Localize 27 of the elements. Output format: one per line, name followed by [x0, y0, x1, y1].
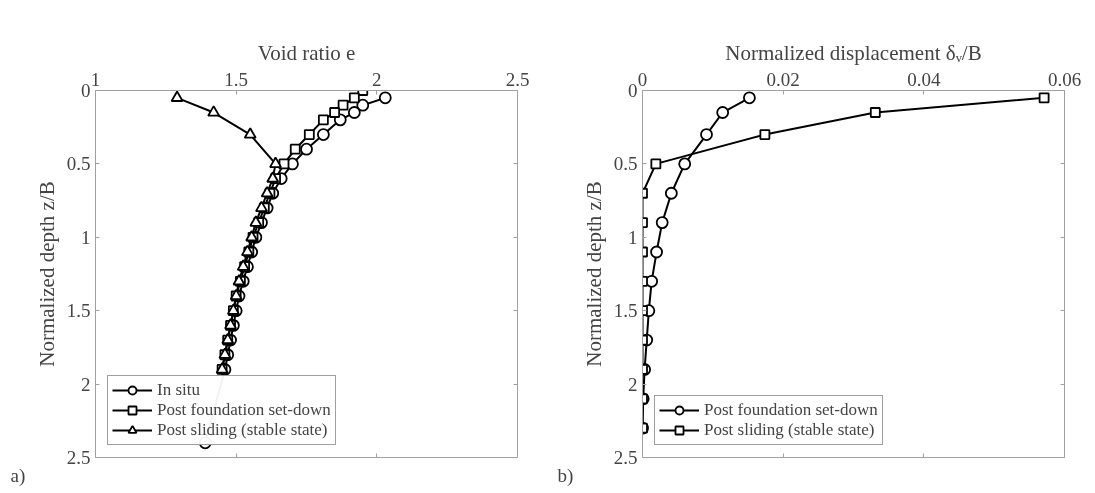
text: b)	[557, 464, 574, 487]
legend-label: In situ	[157, 380, 200, 400]
x-axis-title: Void ratio e	[257, 40, 356, 65]
x-axis-title: Normalized displacement δᵥ/B	[725, 40, 982, 65]
y-tick-label: 1	[628, 226, 638, 248]
y-tick-label: 2.5	[613, 447, 638, 468]
y-axis-title: Normalized depth z/B	[581, 181, 606, 367]
legend-label: Post sliding (stable state)	[704, 420, 875, 440]
y-tick-label: 1	[81, 226, 91, 248]
x-tick-label: 1.5	[224, 68, 249, 90]
y-tick-label: 0.5	[66, 153, 91, 175]
y-tick-label: 2	[81, 373, 91, 395]
y-tick-label: 1.5	[613, 300, 638, 322]
legend-label: Post foundation set-down	[704, 400, 878, 420]
y-tick-label: 0.5	[613, 153, 638, 175]
legend-label: Post foundation set-down	[157, 400, 331, 420]
x-tick-label: 0.04	[907, 68, 941, 90]
x-tick-label: 0.02	[766, 68, 800, 90]
legend-label: Post sliding (stable state)	[157, 420, 328, 440]
y-tick-label: 1.5	[66, 300, 91, 322]
y-tick-label: 2.5	[66, 447, 91, 468]
x-tick-label: 2.5	[505, 68, 530, 90]
text: a)	[10, 464, 26, 487]
y-tick-label: 2	[628, 373, 638, 395]
x-tick-label: 0.06	[1047, 68, 1082, 90]
x-tick-label: 2	[372, 68, 382, 90]
y-axis-title: Normalized depth z/B	[34, 181, 59, 367]
